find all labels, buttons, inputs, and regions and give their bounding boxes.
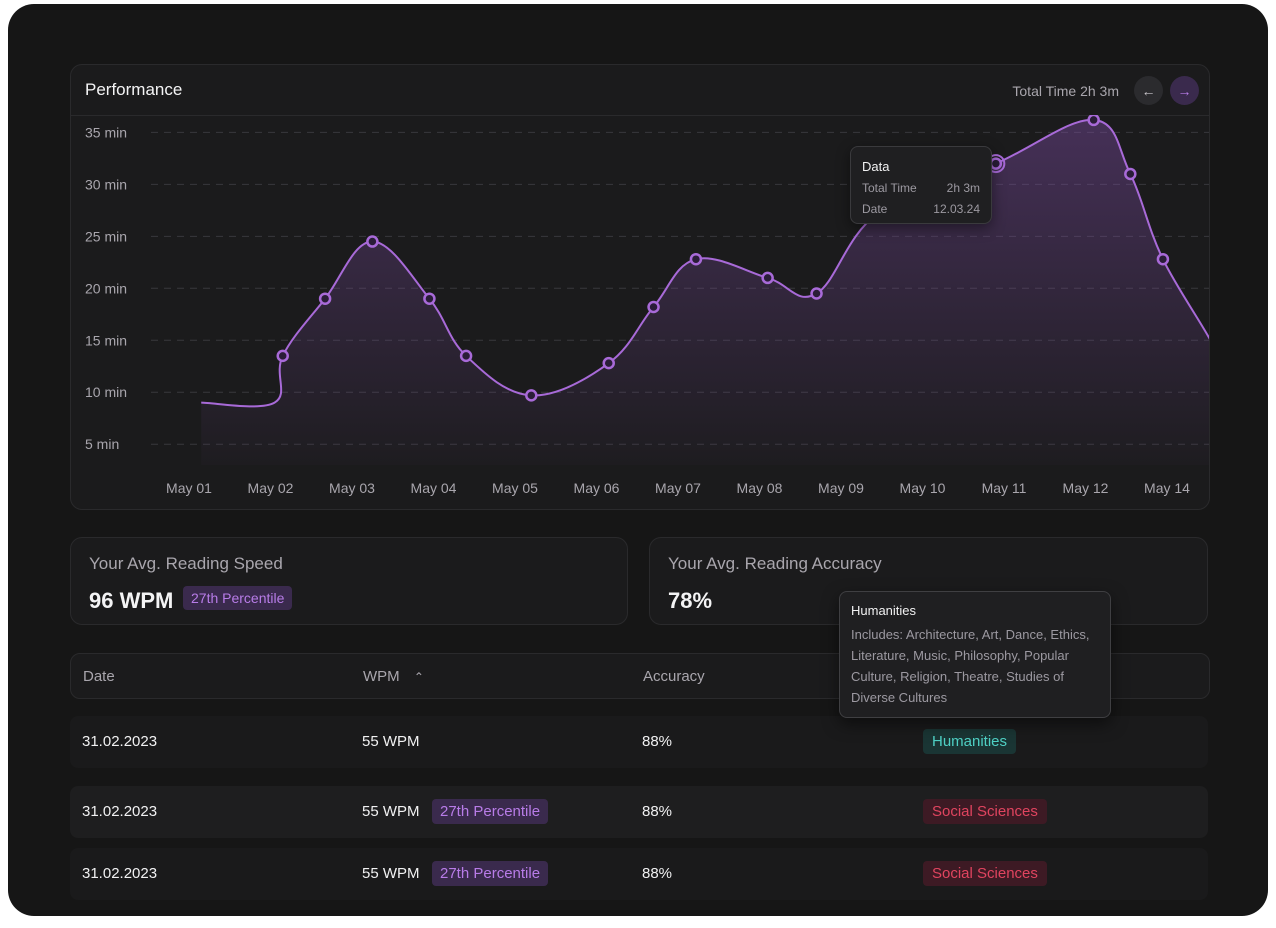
- performance-title: Performance: [85, 80, 183, 99]
- row-accuracy: 88%: [642, 865, 673, 882]
- row-accuracy: 88%: [642, 733, 673, 750]
- tooltip-value: 2h 3m: [946, 181, 980, 195]
- tooltip-row-total-time: Total Time 2h 3m: [862, 181, 980, 195]
- row-date: 31.02.2023: [82, 865, 158, 882]
- data-point[interactable]: [276, 349, 289, 363]
- tooltip-row-date: Date 12.03.24: [862, 202, 980, 216]
- data-point[interactable]: [989, 157, 1003, 170]
- total-time-label: Total Time 2h 3m: [1012, 83, 1119, 99]
- data-point[interactable]: [366, 235, 379, 248]
- percentile-badge: 27th Percentile: [432, 799, 549, 824]
- app-window: Performance Total Time 2h 3m ← → 35 min 3…: [8, 4, 1268, 916]
- y-tick-label: 10 min: [85, 384, 127, 400]
- y-tick-label: 25 min: [85, 228, 127, 244]
- performance-header: Performance Total Time 2h 3m ← →: [71, 65, 1209, 116]
- tooltip-title: Data: [862, 159, 890, 174]
- data-point[interactable]: [459, 349, 473, 363]
- data-point[interactable]: [525, 389, 538, 402]
- performance-chart: 35 min 30 min 25 min 20 min 15 min 10 min 5 mi…: [85, 115, 1209, 496]
- x-tick-label: May 01: [166, 480, 212, 496]
- table-row[interactable]: 31.02.2023 55 WPM 27th Percentile 88% So…: [70, 786, 1208, 838]
- row-wpm: 55 WPM: [362, 803, 420, 820]
- percentile-badge: 27th Percentile: [432, 861, 549, 886]
- table-row[interactable]: 31.02.2023 55 WPM 27th Percentile 88% So…: [70, 848, 1208, 900]
- next-button[interactable]: →: [1170, 76, 1199, 105]
- data-point[interactable]: [1087, 115, 1100, 127]
- category-tooltip-title: Humanities: [851, 603, 917, 618]
- data-point[interactable]: [647, 300, 660, 314]
- data-point[interactable]: [318, 292, 332, 305]
- x-tick-label: May 06: [574, 480, 620, 496]
- y-tick-label: 20 min: [85, 280, 127, 296]
- x-tick-label: May 10: [900, 480, 946, 496]
- arrow-right-icon: →: [1177, 82, 1192, 99]
- performance-card: Performance Total Time 2h 3m ← → 35 min 3…: [70, 64, 1210, 510]
- series-area: [201, 119, 1209, 465]
- chevron-up-icon[interactable]: ⌃: [413, 670, 424, 684]
- reading-accuracy-card: Your Avg. Reading Accuracy 78%: [649, 537, 1208, 625]
- x-tick-label: May 04: [411, 480, 457, 496]
- previous-button[interactable]: ←: [1134, 76, 1163, 105]
- category-badge-social-sciences[interactable]: Social Sciences: [923, 861, 1047, 886]
- reading-speed-value: 96 WPM: [89, 588, 174, 613]
- x-tick-label: May 02: [248, 480, 294, 496]
- reading-speed-label: Your Avg. Reading Speed: [89, 554, 283, 573]
- row-accuracy: 88%: [642, 803, 673, 820]
- row-date: 31.02.2023: [82, 733, 158, 750]
- x-tick-label: May 09: [818, 480, 864, 496]
- percentile-badge: 27th Percentile: [183, 586, 293, 610]
- reading-accuracy-label: Your Avg. Reading Accuracy: [668, 554, 882, 573]
- data-point[interactable]: [761, 271, 774, 285]
- y-tick-label: 15 min: [85, 332, 127, 348]
- tooltip-label: Total Time: [862, 181, 917, 195]
- column-header-wpm[interactable]: WPM ⌃: [363, 668, 424, 685]
- x-tick-label: May 03: [329, 480, 375, 496]
- data-point[interactable]: [602, 356, 615, 370]
- row-wpm: 55 WPM: [362, 865, 420, 882]
- table-row[interactable]: 31.02.2023 55 WPM 88% Humanities: [70, 716, 1208, 768]
- data-point[interactable]: [689, 252, 703, 266]
- reading-accuracy-value: 78%: [668, 588, 713, 613]
- category-badge-humanities[interactable]: Humanities: [923, 729, 1017, 754]
- data-point[interactable]: [1124, 167, 1137, 181]
- wpm-header-label: WPM: [363, 668, 400, 685]
- y-tick-label: 30 min: [85, 176, 127, 192]
- x-tick-label: May 12: [1063, 480, 1109, 496]
- category-badge-social-sciences[interactable]: Social Sciences: [923, 799, 1047, 824]
- x-tick-label: May 11: [982, 480, 1027, 496]
- tooltip-value: 12.03.24: [933, 202, 980, 216]
- x-tick-label: May 14: [1144, 480, 1190, 496]
- arrow-left-icon: ←: [1141, 82, 1156, 99]
- x-tick-label: May 05: [492, 480, 538, 496]
- x-tick-label: May 08: [737, 480, 783, 496]
- data-point[interactable]: [423, 292, 436, 305]
- y-tick-label: 35 min: [85, 124, 127, 140]
- reading-speed-card: Your Avg. Reading Speed 96 WPM 27th Perc…: [70, 537, 628, 625]
- column-header-accuracy[interactable]: Accuracy: [643, 668, 705, 685]
- category-tooltip: Humanities Includes: Architecture, Art, …: [839, 591, 1111, 718]
- row-date: 31.02.2023: [82, 803, 158, 820]
- chart-tooltip: Data Total Time 2h 3m Date 12.03.24: [850, 146, 992, 224]
- row-wpm: 55 WPM: [362, 733, 420, 750]
- data-point[interactable]: [1156, 252, 1170, 266]
- tooltip-label: Date: [862, 202, 888, 216]
- data-point[interactable]: [810, 287, 823, 300]
- y-tick-label: 5 min: [85, 436, 119, 452]
- x-tick-label: May 07: [655, 480, 701, 496]
- category-tooltip-body: Includes: Architecture, Art, Dance, Ethi…: [851, 627, 1090, 705]
- column-header-date[interactable]: Date: [83, 668, 115, 685]
